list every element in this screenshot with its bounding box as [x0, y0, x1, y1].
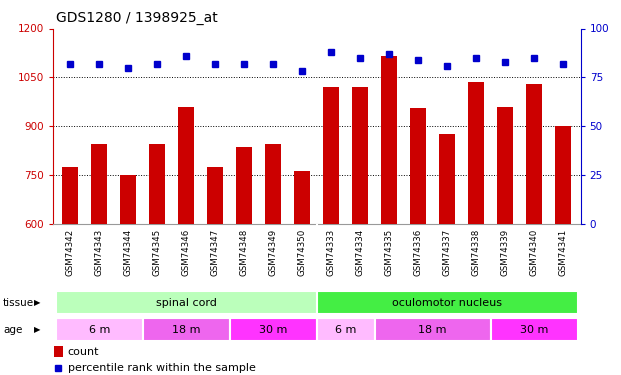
- Bar: [497, 106, 513, 224]
- Text: GSM74334: GSM74334: [356, 229, 365, 276]
- Bar: [265, 144, 281, 224]
- Text: GSM74344: GSM74344: [124, 229, 133, 276]
- Bar: [178, 106, 194, 224]
- Bar: [56, 291, 317, 314]
- Text: count: count: [68, 347, 99, 357]
- Bar: [410, 108, 426, 224]
- Text: tissue: tissue: [3, 298, 34, 307]
- Text: GSM74337: GSM74337: [443, 229, 451, 276]
- Bar: [149, 144, 165, 224]
- Text: GSM74340: GSM74340: [530, 229, 539, 276]
- Bar: [62, 166, 78, 224]
- Bar: [54, 346, 63, 357]
- Bar: [236, 147, 252, 224]
- Text: percentile rank within the sample: percentile rank within the sample: [68, 363, 255, 373]
- Bar: [207, 167, 223, 224]
- Bar: [230, 318, 317, 341]
- Text: GSM74336: GSM74336: [414, 229, 423, 276]
- Text: spinal cord: spinal cord: [156, 298, 217, 307]
- Text: 18 m: 18 m: [419, 325, 447, 334]
- Bar: [555, 126, 571, 224]
- Text: GSM74347: GSM74347: [211, 229, 220, 276]
- Bar: [439, 134, 455, 224]
- Text: GSM74349: GSM74349: [269, 229, 278, 276]
- Text: GSM74342: GSM74342: [66, 229, 75, 276]
- Bar: [120, 175, 136, 223]
- Bar: [352, 87, 368, 224]
- Text: GSM74335: GSM74335: [385, 229, 394, 276]
- Text: 6 m: 6 m: [335, 325, 356, 334]
- Text: GDS1280 / 1398925_at: GDS1280 / 1398925_at: [56, 11, 217, 25]
- Text: age: age: [3, 325, 22, 334]
- Text: GSM74339: GSM74339: [501, 229, 510, 276]
- Bar: [374, 318, 491, 341]
- Bar: [468, 82, 484, 224]
- Bar: [526, 84, 542, 224]
- Bar: [317, 291, 578, 314]
- Text: 6 m: 6 m: [89, 325, 110, 334]
- Bar: [91, 144, 107, 224]
- Text: 30 m: 30 m: [520, 325, 548, 334]
- Text: ▶: ▶: [34, 298, 40, 307]
- Text: GSM74338: GSM74338: [472, 229, 481, 276]
- Bar: [324, 87, 339, 224]
- Text: GSM74343: GSM74343: [94, 229, 104, 276]
- Text: ▶: ▶: [34, 325, 40, 334]
- Bar: [56, 318, 143, 341]
- Bar: [143, 318, 230, 341]
- Text: GSM74348: GSM74348: [240, 229, 248, 276]
- Bar: [294, 171, 310, 224]
- Text: GSM74345: GSM74345: [153, 229, 161, 276]
- Text: 18 m: 18 m: [172, 325, 201, 334]
- Text: GSM74341: GSM74341: [559, 229, 568, 276]
- Bar: [317, 318, 374, 341]
- Bar: [381, 56, 397, 223]
- Text: GSM74350: GSM74350: [297, 229, 307, 276]
- Text: 30 m: 30 m: [259, 325, 288, 334]
- Text: GSM74346: GSM74346: [182, 229, 191, 276]
- Bar: [491, 318, 578, 341]
- Text: oculomotor nucleus: oculomotor nucleus: [392, 298, 502, 307]
- Text: GSM74333: GSM74333: [327, 229, 336, 276]
